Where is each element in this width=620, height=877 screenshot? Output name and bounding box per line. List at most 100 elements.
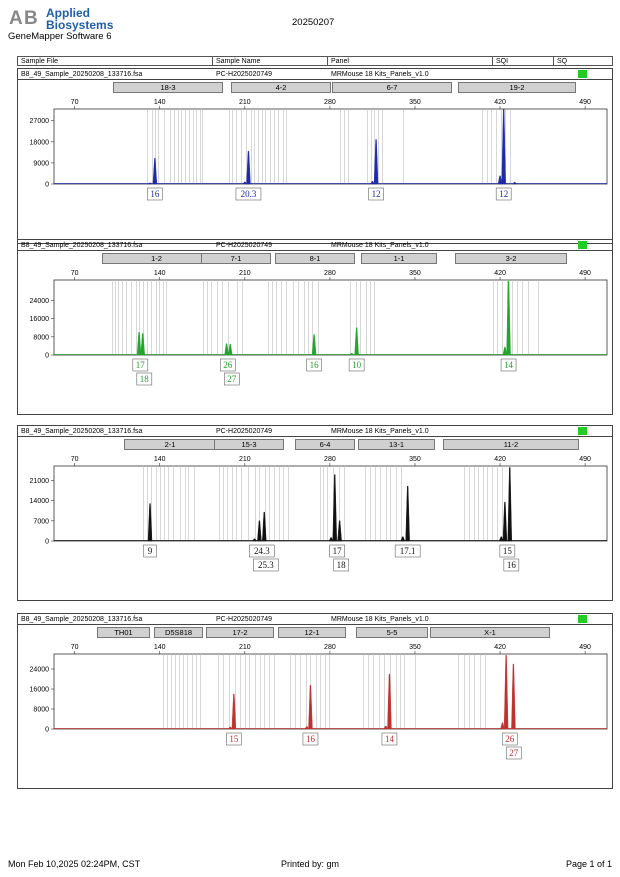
page-number: Page 1 of 1 (566, 859, 613, 869)
x-tick-label: 350 (409, 270, 421, 277)
allele-label[interactable]: 16 (302, 732, 319, 746)
x-tick-label: 70 (71, 270, 79, 277)
x-tick-label: 70 (71, 644, 79, 651)
locus-X-1[interactable]: X-1 (430, 627, 550, 638)
allele-label[interactable]: 14 (500, 358, 517, 372)
allele-label[interactable]: 15 (226, 732, 242, 746)
locus-8-1[interactable]: 8-1 (275, 253, 355, 264)
allele-label[interactable]: 20.3 (235, 187, 262, 201)
locus-6-7[interactable]: 6-7 (332, 82, 452, 93)
locus-11-2[interactable]: 11-2 (443, 439, 579, 450)
sample-name: PC-H2025020749 (216, 616, 273, 623)
panel-name: MRMouse 18 Kits_Panels_v1.0 (331, 242, 429, 249)
report-date: 20250207 (292, 17, 335, 28)
locus-15-3[interactable]: 15-3 (214, 439, 284, 450)
locus-12-1[interactable]: 12-1 (278, 627, 346, 638)
col-sq: SQ (557, 58, 568, 65)
allele-label[interactable]: 27 (505, 746, 522, 760)
locus-19-2[interactable]: 19-2 (458, 82, 576, 93)
svg-text:16: 16 (310, 360, 320, 370)
sq-indicator (578, 615, 587, 623)
allele-label[interactable]: 17.1 (394, 544, 421, 558)
locus-7-1[interactable]: 7-1 (201, 253, 271, 264)
electropherogram-plot: 70 140 210 280 350 420 490 0 8000 16000 24000 15 16 1… (30, 644, 608, 760)
x-tick-label: 490 (579, 644, 591, 651)
allele-label[interactable]: 18 (136, 372, 153, 386)
x-tick-label: 280 (324, 644, 336, 651)
allele-label[interactable]: 27 (224, 372, 240, 386)
printed-by: Printed by: gm (281, 859, 340, 869)
peak (500, 722, 505, 730)
x-tick-label: 140 (154, 270, 166, 277)
allele-label[interactable]: 10 (348, 358, 365, 372)
sample-info-row: B8_49_Sample_20250208_133716.fsa PC-H2025… (18, 426, 612, 437)
svg-text:24.3: 24.3 (254, 546, 270, 556)
x-tick-label: 420 (494, 456, 506, 463)
allele-label[interactable]: 17 (329, 544, 345, 558)
y-tick-label: 21000 (30, 478, 50, 485)
locus-5-5[interactable]: 5-5 (356, 627, 428, 638)
x-tick-label: 420 (494, 99, 506, 106)
peak (308, 685, 313, 730)
peak (383, 725, 389, 730)
peak (147, 182, 153, 185)
svg-text:25.3: 25.3 (258, 560, 274, 570)
locus-17-2[interactable]: 17-2 (206, 627, 274, 638)
x-tick-label: 490 (579, 99, 591, 106)
col-sqi: SQI (496, 58, 509, 65)
allele-label[interactable]: 26 (220, 358, 236, 372)
electropherogram-panel-1: B8_49_Sample_20250208_133716.fsa PC-H2025… (17, 68, 613, 244)
y-tick-label: 16000 (30, 316, 50, 323)
x-tick-label: 70 (71, 456, 79, 463)
y-tick-label: 8000 (33, 334, 49, 341)
allele-label[interactable]: 24.3 (249, 544, 275, 558)
electropherogram-plot: 70 140 210 280 350 420 490 0 8000 16000 24000 17 18 2… (30, 270, 608, 386)
allele-label[interactable]: 16 (306, 358, 322, 372)
peak (262, 511, 267, 542)
peak (503, 655, 509, 730)
svg-text:12: 12 (372, 189, 381, 199)
locus-D5S818[interactable]: D5S818 (154, 627, 203, 638)
allele-label[interactable]: 12 (495, 187, 512, 201)
y-tick-label: 24000 (30, 298, 50, 305)
allele-label[interactable]: 26 (501, 732, 518, 746)
allele-label[interactable]: 17 (132, 358, 149, 372)
brand-line-2: Biosystems (46, 18, 114, 32)
electropherogram-panel-3: B8_49_Sample_20250208_133716.fsa PC-H2025… (17, 425, 613, 601)
allele-label[interactable]: 14 (381, 732, 398, 746)
locus-4-2[interactable]: 4-2 (231, 82, 331, 93)
locus-6-4[interactable]: 6-4 (295, 439, 355, 450)
svg-text:27: 27 (509, 748, 519, 758)
panel-name: MRMouse 18 Kits_Panels_v1.0 (331, 71, 429, 78)
locus-TH01[interactable]: TH01 (97, 627, 150, 638)
col-sample-name: Sample Name (216, 58, 261, 65)
electropherogram-plot: 70 140 210 280 350 420 490 0 7000 14000 21000 9 24.3… (30, 456, 608, 572)
allele-label[interactable]: 16 (147, 187, 163, 201)
allele-label[interactable]: 9 (143, 544, 157, 558)
locus-13-1[interactable]: 13-1 (358, 439, 435, 450)
electropherogram-panel-4: B8_49_Sample_20250208_133716.fsa PC-H2025… (17, 613, 613, 789)
locus-18-3[interactable]: 18-3 (113, 82, 223, 93)
x-tick-label: 210 (239, 644, 251, 651)
peak (370, 180, 375, 185)
x-tick-label: 140 (154, 99, 166, 106)
x-tick-label: 350 (409, 99, 421, 106)
allele-label[interactable]: 15 (499, 544, 516, 558)
y-tick-label: 0 (45, 182, 49, 189)
allele-label[interactable]: 18 (333, 558, 349, 572)
peak (502, 501, 508, 542)
x-tick-label: 210 (239, 456, 251, 463)
peak (231, 693, 237, 730)
locus-1-1[interactable]: 1-1 (361, 253, 437, 264)
peak (498, 536, 504, 542)
sample-file: B8_49_Sample_20250208_133716.fsa (21, 616, 143, 623)
allele-label[interactable]: 25.3 (253, 558, 279, 572)
allele-label[interactable]: 16 (503, 558, 520, 572)
x-tick-label: 140 (154, 644, 166, 651)
svg-text:16: 16 (306, 734, 316, 744)
peak (311, 334, 317, 356)
peak (400, 536, 406, 542)
locus-3-2[interactable]: 3-2 (455, 253, 567, 264)
peak (227, 726, 233, 730)
allele-label[interactable]: 12 (368, 187, 384, 201)
